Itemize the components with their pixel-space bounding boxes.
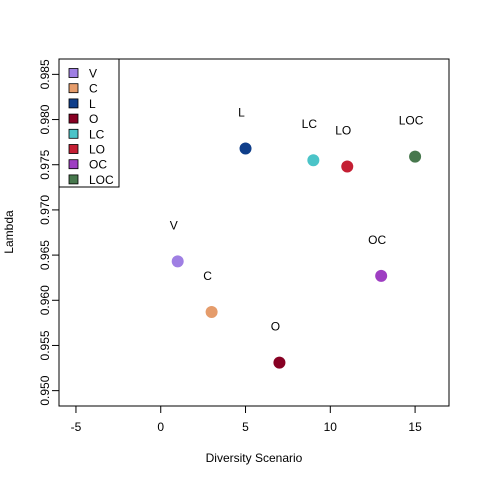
point-label-oc: OC <box>368 233 386 247</box>
y-tick-label: 0.960 <box>38 285 52 315</box>
point-label-lo: LO <box>335 124 351 138</box>
legend-swatch-v <box>68 68 79 78</box>
data-point-l <box>239 142 252 155</box>
legend-label-oc: OC <box>89 158 107 172</box>
x-tick-label: 10 <box>324 420 338 434</box>
data-point-lc <box>307 154 320 167</box>
data-point-oc <box>375 269 388 282</box>
x-tick-label: 0 <box>157 420 164 434</box>
y-tick-label: 0.970 <box>38 195 52 225</box>
y-tick-label: 0.965 <box>38 240 52 270</box>
y-tick-label: 0.950 <box>38 375 52 405</box>
x-tick-label: -5 <box>71 420 82 434</box>
data-point-c <box>205 306 218 319</box>
legend-swatch-loc <box>68 174 79 185</box>
legend-label-l: L <box>89 97 96 111</box>
legend-swatch-l <box>68 98 79 109</box>
legend-label-lc: LC <box>89 127 105 141</box>
data-point-v <box>171 255 184 268</box>
legend-swatch-oc <box>68 159 79 170</box>
legend-label-v: V <box>89 67 97 81</box>
y-tick-label: 0.955 <box>38 330 52 360</box>
legend-label-loc: LOC <box>89 173 114 187</box>
data-point-lo <box>341 160 354 173</box>
x-axis-label: Diversity Scenario <box>206 451 303 465</box>
legend-swatch-lc <box>68 128 79 139</box>
y-axis: 0.950 0.955 0.960 0.965 0.970 0.975 0.980 0.985 <box>38 59 60 406</box>
data-point-o <box>273 356 286 369</box>
point-label-o: O <box>271 320 280 334</box>
legend-swatch-lo <box>68 144 79 154</box>
point-label-c: C <box>203 269 212 283</box>
legend-label-c: C <box>89 82 98 96</box>
point-label-l: L <box>238 105 245 119</box>
legend-label-lo: LO <box>89 143 105 157</box>
y-axis-label: Lambda <box>2 210 16 254</box>
y-tick-label: 0.985 <box>38 59 52 89</box>
x-tick-label: 5 <box>242 420 249 434</box>
y-tick-label: 0.975 <box>38 149 52 179</box>
y-tick-label: 0.980 <box>38 104 52 134</box>
point-label-lc: LC <box>302 117 318 131</box>
legend-swatch-o <box>68 113 79 124</box>
legend-label-o: O <box>89 112 98 126</box>
point-label-v: V <box>170 218 178 232</box>
legend-swatch-c <box>68 83 79 94</box>
point-label-loc: LOC <box>399 114 424 128</box>
x-tick-label: 15 <box>408 420 422 434</box>
x-axis: -5 0 5 10 15 <box>71 405 422 434</box>
data-point-loc <box>409 150 422 163</box>
